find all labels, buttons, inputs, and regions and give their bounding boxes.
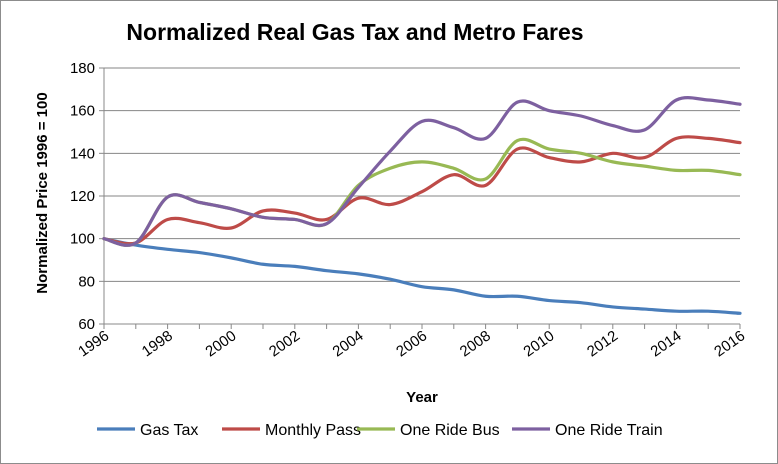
legend-label: Monthly Pass — [265, 422, 361, 439]
legend: Gas Tax Monthly Pass One Ride Bus One Ride … — [97, 422, 663, 439]
legend-label: Gas Tax — [140, 422, 198, 439]
series-line-3 — [102, 96, 742, 247]
x-tick-label: 2016 — [711, 327, 748, 360]
chart-title: Normalized Real Gas Tax and Metro Fares — [126, 19, 583, 45]
x-tick-label: 1998 — [139, 327, 176, 360]
x-tick-label: 2000 — [202, 327, 239, 360]
x-tick-label: 2006 — [393, 327, 430, 360]
gridlines — [104, 67, 740, 282]
y-tick-label: 60 — [78, 316, 95, 333]
series-line-1 — [102, 135, 742, 246]
series-line-0 — [102, 237, 742, 315]
x-axis-title: Year — [406, 389, 438, 406]
x-tick-label: 2014 — [648, 327, 685, 360]
y-tick-label: 120 — [70, 188, 95, 205]
x-tick-label: 2008 — [457, 327, 494, 360]
y-tick-label: 160 — [70, 103, 95, 120]
y-axis-title: Normalized Price 1996 = 100 — [34, 92, 51, 293]
x-tick-label: 2002 — [266, 327, 303, 360]
legend-label: One Ride Train — [555, 422, 663, 439]
x-tick-label: 2010 — [520, 327, 557, 360]
y-axis-ticks: 60 80 100 120 140 160 180 — [70, 60, 104, 333]
series-lines — [102, 96, 742, 315]
x-tick-label: 2012 — [584, 327, 621, 360]
y-tick-label: 100 — [70, 231, 95, 248]
y-tick-label: 140 — [70, 145, 95, 162]
x-axis-ticks: 1996 1998 2000 2002 2004 2006 2008 2010 2012 2014… — [75, 324, 748, 360]
y-tick-label: 180 — [70, 60, 95, 77]
x-tick-label: 2004 — [330, 327, 367, 360]
legend-label: One Ride Bus — [400, 422, 500, 439]
y-tick-label: 80 — [78, 273, 95, 290]
